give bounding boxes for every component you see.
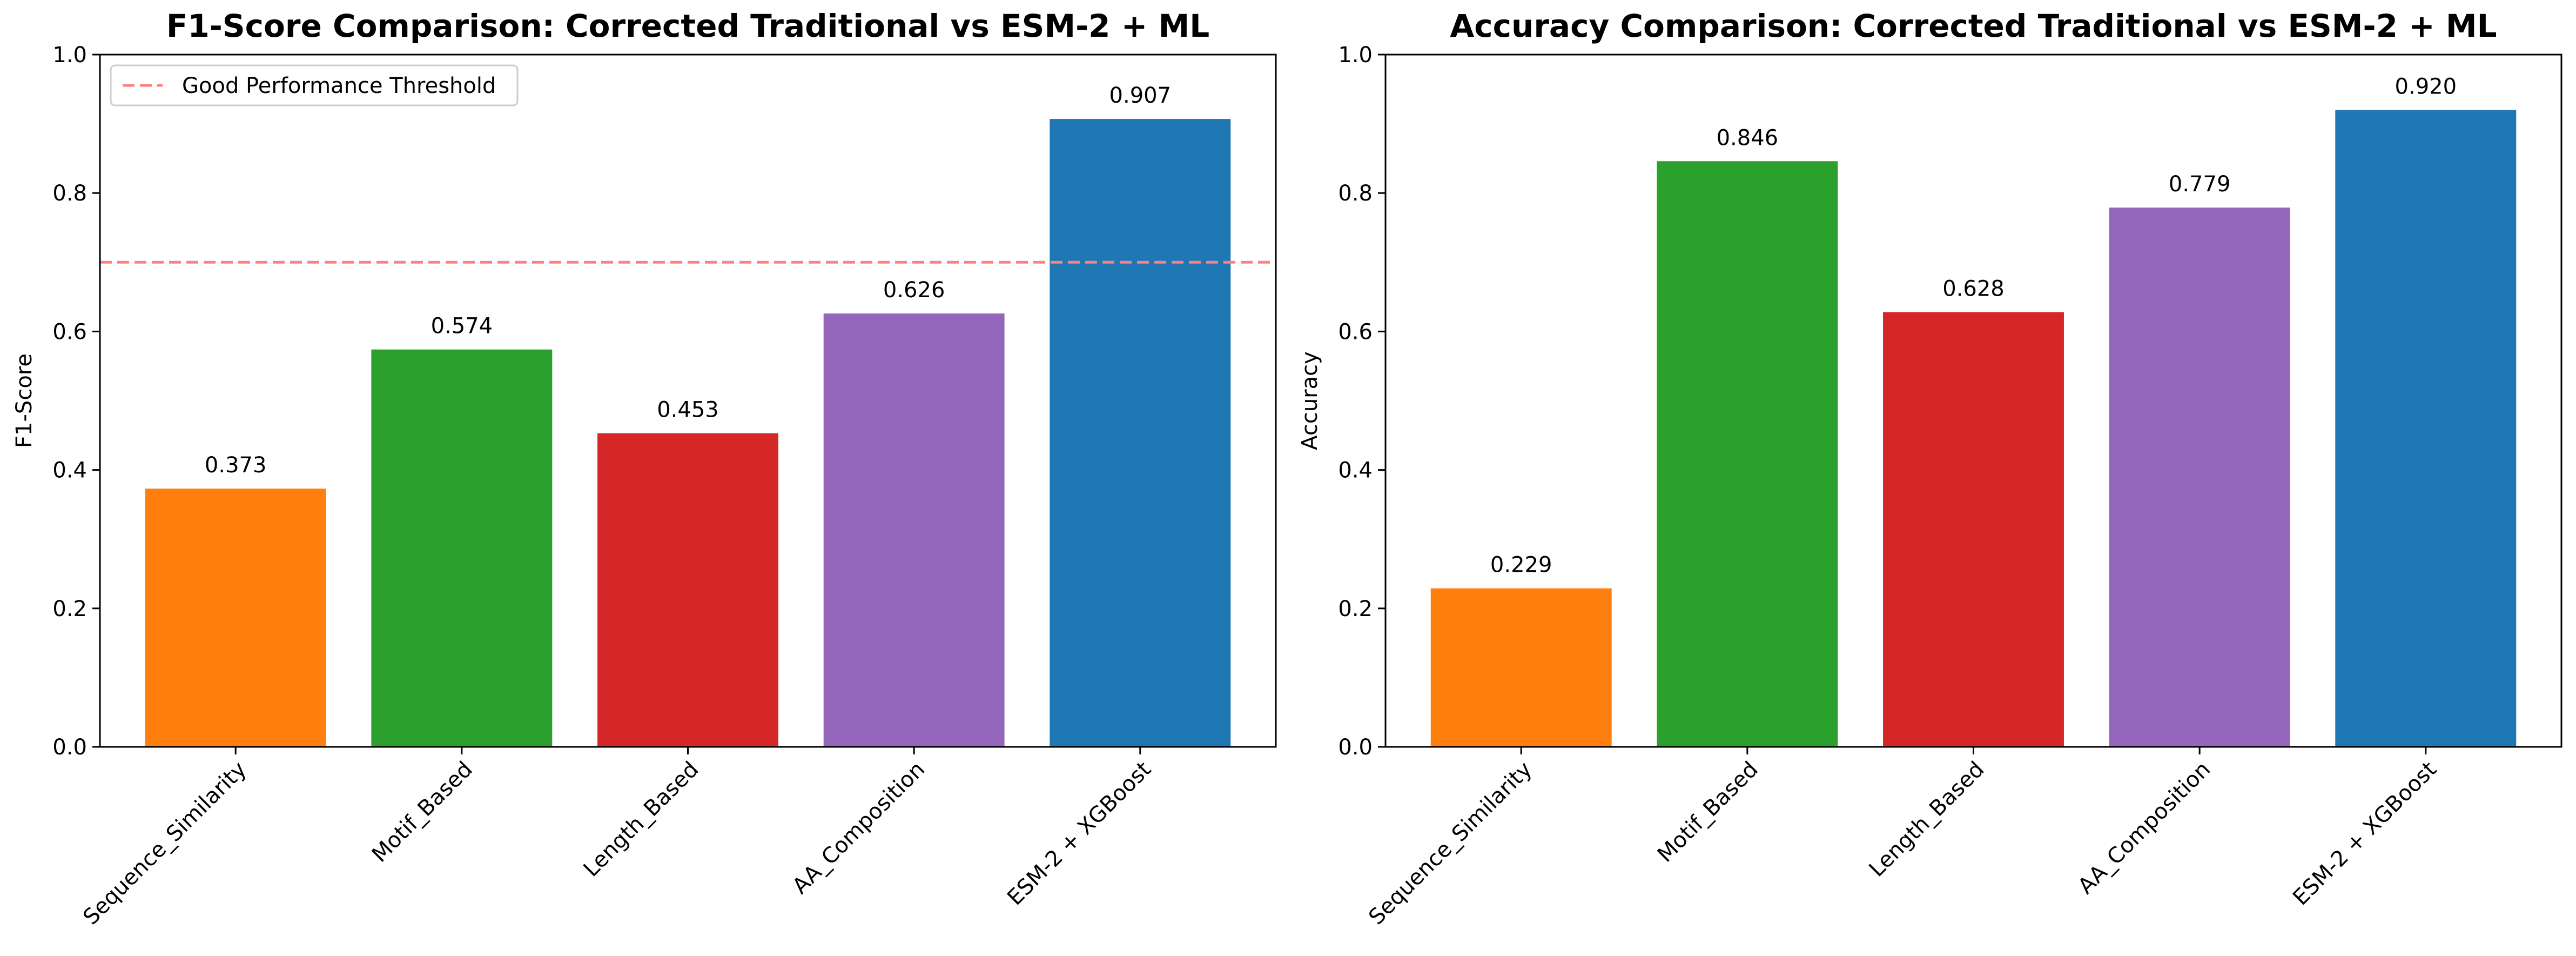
y-axis-label: F1-Score xyxy=(12,353,37,448)
bar-value-label: 0.779 xyxy=(2169,172,2231,197)
y-tick-label: 0.2 xyxy=(1338,597,1373,621)
axes-frame xyxy=(1384,54,2562,748)
bar-motif-based xyxy=(371,349,553,747)
bar-value-label: 0.907 xyxy=(1109,83,1172,108)
y-axis-label: Accuracy xyxy=(1297,351,1322,450)
bar-aa-composition xyxy=(823,313,1005,747)
y-tick-label: 0.4 xyxy=(52,458,87,483)
bar-sequence-similarity xyxy=(145,489,326,747)
bar-value-label: 0.574 xyxy=(431,314,493,339)
bar-motif-based xyxy=(1657,161,1838,747)
bar-aa-composition xyxy=(2109,208,2290,747)
y-tick-label: 0.6 xyxy=(1338,319,1373,344)
legend-label: Good Performance Threshold xyxy=(182,73,496,98)
bar-length-based xyxy=(1883,312,2064,747)
bar-esm-2-xgboost xyxy=(2335,110,2517,747)
y-tick-label: 1.0 xyxy=(1338,43,1373,68)
bar-esm-2-xgboost xyxy=(1050,119,1231,747)
y-tick-label: 0.4 xyxy=(1338,458,1373,483)
axes-frame xyxy=(99,54,1277,748)
y-tick-label: 0.8 xyxy=(1338,181,1373,206)
legend-box xyxy=(110,64,519,106)
y-tick-label: 0.2 xyxy=(52,597,87,621)
y-tick-label: 0.6 xyxy=(52,319,87,344)
bar-value-label: 0.920 xyxy=(2395,74,2457,99)
bar-sequence-similarity xyxy=(1430,588,1612,747)
bar-value-label: 0.229 xyxy=(1490,553,1552,578)
bar-length-based xyxy=(597,433,778,747)
chart-title: Accuracy Comparison: Corrected Tradition… xyxy=(1450,8,2497,44)
y-tick-label: 0.0 xyxy=(1338,735,1373,760)
y-tick-label: 0.0 xyxy=(52,735,87,760)
legend: Good Performance Threshold xyxy=(110,64,519,106)
chart-title: F1-Score Comparison: Corrected Tradition… xyxy=(166,8,1209,44)
bar-value-label: 0.626 xyxy=(883,278,945,303)
y-tick-label: 0.8 xyxy=(52,181,87,206)
bar-value-label: 0.628 xyxy=(1942,277,2005,302)
chart-panel-accuracy: Accuracy Comparison: Corrected Tradition… xyxy=(1297,8,2562,930)
bar-value-label: 0.846 xyxy=(1717,125,1779,150)
y-tick-label: 1.0 xyxy=(52,43,87,68)
bar-value-label: 0.373 xyxy=(205,453,267,478)
bar-value-label: 0.453 xyxy=(657,398,719,423)
